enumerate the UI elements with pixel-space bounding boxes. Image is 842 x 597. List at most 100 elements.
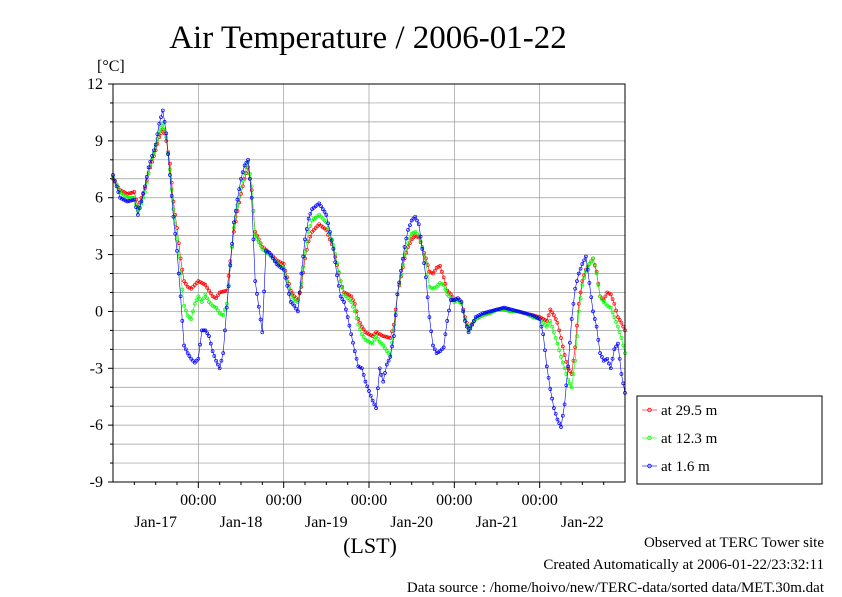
data-point [427, 315, 432, 319]
data-point [246, 157, 250, 162]
data-point [415, 218, 419, 223]
data-point [296, 309, 300, 314]
data-point [402, 252, 407, 257]
data-point [136, 209, 140, 213]
data-point [569, 317, 574, 321]
data-point [477, 313, 482, 318]
data-point [617, 356, 622, 361]
data-point [470, 322, 474, 327]
data-point [230, 241, 234, 246]
y-tick-label: 0 [95, 303, 103, 320]
data-point [392, 328, 396, 333]
data-point [203, 283, 208, 287]
data-point [128, 198, 133, 203]
data-point [532, 314, 537, 319]
data-point [175, 248, 179, 253]
data-point [235, 203, 240, 208]
data-point [365, 384, 370, 389]
data-point [454, 299, 458, 303]
data-point [192, 301, 197, 306]
data-point [342, 300, 346, 304]
data-point [607, 361, 611, 366]
data-point [585, 267, 590, 272]
data-point [212, 304, 217, 309]
data-point [354, 356, 359, 361]
data-point [557, 421, 562, 426]
data-point [612, 301, 617, 306]
data-point [557, 348, 562, 353]
data-point [612, 347, 617, 352]
data-point [408, 223, 412, 228]
data-point [299, 271, 304, 276]
data-point [413, 214, 418, 219]
data-point [141, 195, 146, 200]
series-line [112, 110, 626, 429]
data-point [143, 184, 147, 189]
data-point [232, 226, 236, 230]
data-point [329, 238, 334, 243]
data-point [514, 309, 519, 313]
data-point [326, 226, 330, 230]
data-point [157, 121, 162, 126]
data-point [544, 324, 549, 329]
data-point [482, 311, 487, 315]
data-point [358, 327, 362, 332]
data-point [182, 279, 186, 283]
data-point [251, 209, 256, 213]
data-point [592, 264, 597, 268]
data-point [541, 332, 546, 337]
data-point [285, 275, 290, 280]
data-point [214, 305, 218, 310]
data-point [308, 224, 313, 228]
data-point [281, 267, 286, 272]
data-point [272, 259, 277, 264]
data-point [251, 237, 256, 242]
data-point [182, 303, 186, 308]
data-point [169, 180, 174, 185]
data-point [486, 310, 490, 314]
data-point [333, 260, 338, 265]
data-point [306, 229, 311, 234]
data-point [576, 301, 581, 306]
data-point [594, 324, 599, 329]
data-point [308, 234, 313, 239]
data-point [152, 148, 156, 153]
x-date-label: Jan-21 [476, 514, 519, 531]
data-point [436, 265, 441, 269]
grid [113, 84, 625, 482]
data-point [431, 286, 435, 291]
data-point [582, 276, 586, 281]
data-point [207, 288, 211, 293]
data-point [331, 243, 336, 247]
data-point [347, 323, 352, 328]
data-point [431, 271, 435, 276]
data-point [237, 187, 242, 192]
data-point [598, 351, 602, 355]
data-point [555, 417, 560, 422]
data-point [132, 190, 137, 194]
data-point [619, 336, 624, 340]
data-point [208, 341, 213, 346]
data-point [290, 295, 295, 300]
data-point [553, 317, 558, 321]
data-point [326, 232, 330, 237]
data-point [528, 312, 533, 317]
data-point [221, 289, 226, 294]
data-point [338, 294, 343, 299]
data-point [472, 319, 476, 323]
data-point [592, 317, 597, 321]
data-point [189, 317, 194, 321]
data-point [217, 290, 222, 295]
data-point [566, 364, 570, 369]
data-point [351, 340, 355, 345]
data-point [340, 297, 345, 301]
data-point [564, 359, 569, 364]
y-axis: 12 9 6 3 0 -3 -6 -9 [87, 76, 113, 491]
data-point [248, 176, 252, 181]
data-point [605, 290, 610, 295]
data-point [619, 372, 624, 376]
data-point [294, 299, 298, 303]
data-point [374, 334, 378, 338]
data-point [169, 193, 174, 198]
